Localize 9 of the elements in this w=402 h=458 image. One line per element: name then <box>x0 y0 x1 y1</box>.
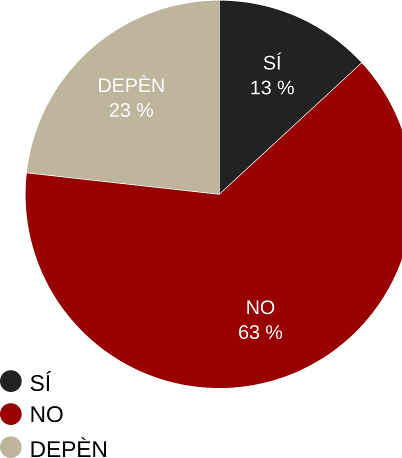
slice-label: SÍ <box>264 52 282 70</box>
legend-label: NO <box>32 406 63 422</box>
data-label: 23 % <box>110 103 153 117</box>
legend-label: SÍ <box>30 371 52 392</box>
legend-label: DEPÈN <box>32 437 106 458</box>
slice-label: NO <box>247 300 274 314</box>
data-label: 13 % <box>251 80 294 94</box>
data-label: 63 % <box>239 325 282 339</box>
slice-label: DEPÈN <box>99 75 164 92</box>
